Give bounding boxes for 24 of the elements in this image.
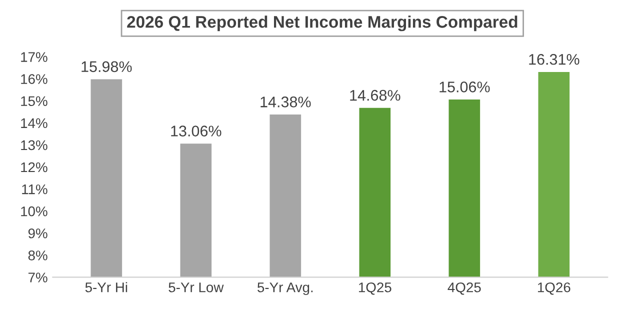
x-tick-label: 5-Yr Hi <box>85 282 128 292</box>
x-tick-label: 1Q25 <box>358 282 392 295</box>
data-label: 15.06% <box>440 82 490 92</box>
y-tick-label: 11% <box>22 184 48 194</box>
x-tick-label: 5-Yr Low <box>168 282 224 292</box>
y-tick-label: 12% <box>21 162 48 172</box>
y-tick-label: 13% <box>21 140 48 150</box>
y-tick-label: 17% <box>21 52 48 62</box>
y-tick-label: 10% <box>21 206 48 216</box>
x-tick-label: 1Q26 <box>538 282 570 295</box>
data-label: 16.31% <box>529 54 580 65</box>
x-tick-label: 4Q25 <box>448 282 481 295</box>
x-tick-label: 5-Yr Avg. <box>258 282 313 296</box>
y-tick-label: 8% <box>28 250 48 260</box>
chart-title: 2026 Q1 Reported Net Income Margins Compared <box>127 16 518 32</box>
data-label: 14.68% <box>350 90 400 101</box>
y-tick-label: 15% <box>21 96 48 106</box>
y-tick-label: 16% <box>21 74 48 84</box>
data-label: 13.06% <box>171 126 222 136</box>
data-label: 14.38% <box>260 96 311 108</box>
y-tick-label: 9% <box>28 228 48 238</box>
y-tick-label: 14% <box>21 118 48 128</box>
data-label: 15.98% <box>82 61 132 72</box>
y-tick-label: 7% <box>28 272 48 282</box>
